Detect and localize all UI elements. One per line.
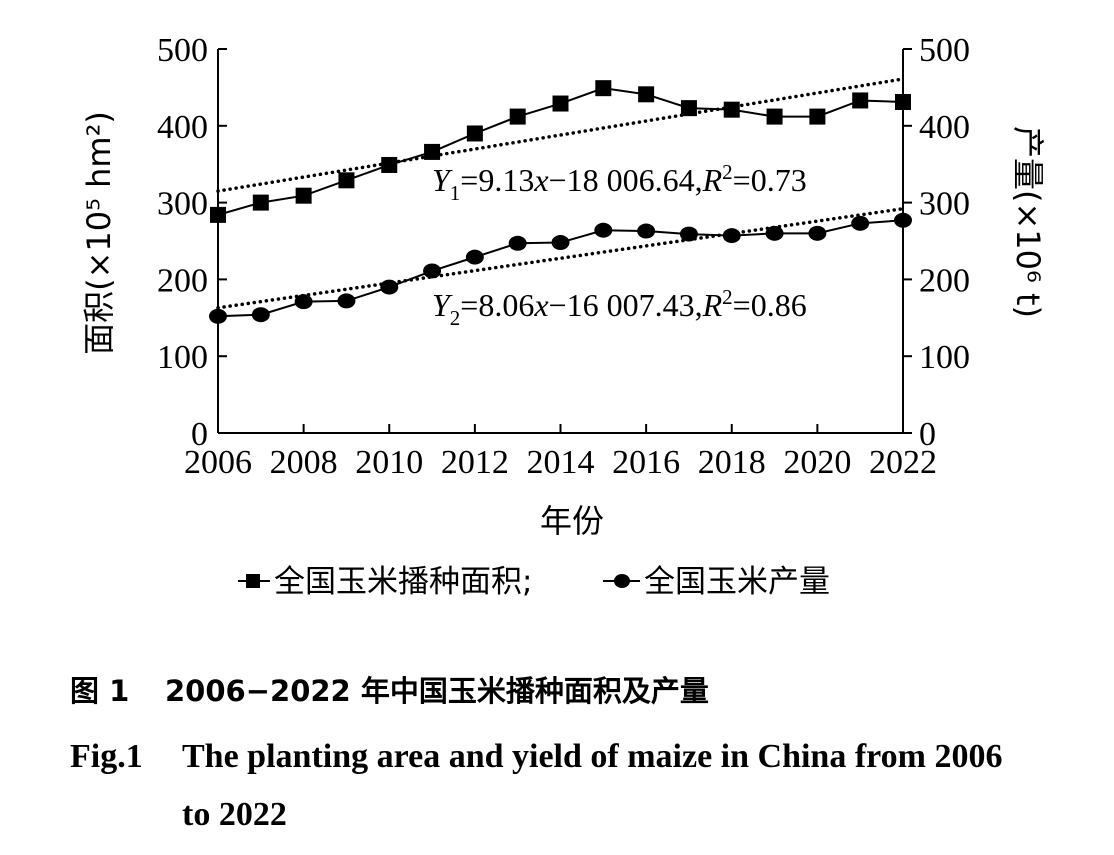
data-point-yield <box>294 294 313 310</box>
x-tick-label: 2010 <box>355 444 423 481</box>
left-y-tick-label: 100 <box>157 339 208 376</box>
left-y-tick-label: 500 <box>157 32 208 69</box>
data-point-area <box>552 95 569 112</box>
figure-number-en: Fig.1 <box>70 738 143 775</box>
data-point-area <box>638 86 655 103</box>
x-tick-label: 2012 <box>441 444 509 481</box>
data-point-area <box>809 108 826 125</box>
data-point-area <box>852 92 869 109</box>
data-point-area <box>338 172 355 189</box>
legend: 全国玉米播种面积; 全国玉米产量 <box>238 564 830 600</box>
data-point-yield <box>551 235 570 251</box>
right-y-tick-label: 100 <box>919 339 970 376</box>
chart-labels: Y1=9.13x−18 006.64,R2=0.73 Y2=8.06x−16 00… <box>80 111 1047 540</box>
right-y-tick-label: 200 <box>919 262 970 299</box>
left-y-tick-label: 0 <box>191 416 208 453</box>
data-series <box>209 80 912 324</box>
data-point-area <box>295 187 312 204</box>
x-tick-label: 2020 <box>783 444 851 481</box>
right-y-tick-label: 300 <box>919 186 970 223</box>
x-axis-title: 年份 <box>540 502 604 540</box>
figure-caption-cn: 图 1 2006−2022 年中国玉米播种面积及产量 <box>70 668 709 710</box>
data-point-area <box>424 143 441 160</box>
chart: 0 0 100 100 200 200 300 300 400 400 500 500 2006 2008… <box>80 32 1047 600</box>
right-y-tick-label: 400 <box>919 109 970 146</box>
data-point-yield <box>808 225 827 241</box>
x-tick-label: 2006 <box>184 444 252 481</box>
trendlines <box>216 77 905 310</box>
regression-equation-2: Y2=8.06x−16 007.43,R2=0.86 <box>432 285 807 330</box>
data-point-yield <box>508 235 527 251</box>
figure-number-cn: 图 1 <box>70 674 130 708</box>
data-point-yield <box>209 308 227 324</box>
data-point-area <box>895 93 911 110</box>
data-point-area <box>381 156 398 173</box>
data-point-area <box>723 101 740 118</box>
data-point-yield <box>722 228 741 244</box>
figure-title-en-line1: The planting area and yield of maize in … <box>182 738 1003 775</box>
trendline-2 <box>216 206 905 310</box>
data-point-yield <box>851 215 870 231</box>
x-tick-label: 2022 <box>869 444 937 481</box>
data-point-area <box>210 206 226 223</box>
legend-marker-area <box>246 574 260 588</box>
right-y-tick-label: 0 <box>919 416 936 453</box>
x-tick-label: 2014 <box>527 444 595 481</box>
data-point-yield <box>251 307 270 323</box>
data-point-yield <box>465 249 484 265</box>
figure-title-cn: 2006−2022 年中国玉米播种面积及产量 <box>165 674 709 708</box>
data-point-area <box>595 80 612 97</box>
figure-caption-en: Fig.1 The planting area and yield of maiz… <box>70 728 1070 844</box>
left-y-tick-label: 200 <box>157 262 208 299</box>
legend-label-yield: 全国玉米产量 <box>644 564 830 600</box>
legend-marker-yield <box>614 574 630 588</box>
left-y-axis-title: 面积(×10⁵ hm²) <box>80 111 118 355</box>
data-point-yield <box>894 212 912 228</box>
x-tick-label: 2008 <box>270 444 338 481</box>
data-point-yield <box>380 279 399 295</box>
figure-title-en-line2: to 2022 <box>182 796 287 833</box>
data-point-yield <box>423 263 442 279</box>
data-point-area <box>252 194 269 211</box>
data-point-area <box>509 108 526 125</box>
data-point-area <box>766 108 783 125</box>
legend-label-area: 全国玉米播种面积; <box>274 564 532 600</box>
left-y-tick-label: 300 <box>157 186 208 223</box>
data-point-yield <box>765 225 784 241</box>
data-point-yield <box>637 223 656 239</box>
data-point-area <box>466 125 483 142</box>
regression-equation-1: Y1=9.13x−18 006.64,R2=0.73 <box>432 160 807 205</box>
x-tick-label: 2018 <box>698 444 766 481</box>
data-point-yield <box>337 293 356 309</box>
data-point-yield <box>679 226 698 242</box>
chart-axes: 0 0 100 100 200 200 300 300 400 400 500 500 2006 2008… <box>157 32 970 481</box>
data-point-area <box>680 100 697 117</box>
right-y-tick-label: 500 <box>919 32 970 69</box>
x-tick-label: 2016 <box>612 444 680 481</box>
left-y-tick-label: 400 <box>157 109 208 146</box>
right-y-axis-title: 产量(×10⁶ t) <box>1009 126 1047 318</box>
trendline-1 <box>216 77 905 193</box>
data-point-yield <box>594 222 613 238</box>
